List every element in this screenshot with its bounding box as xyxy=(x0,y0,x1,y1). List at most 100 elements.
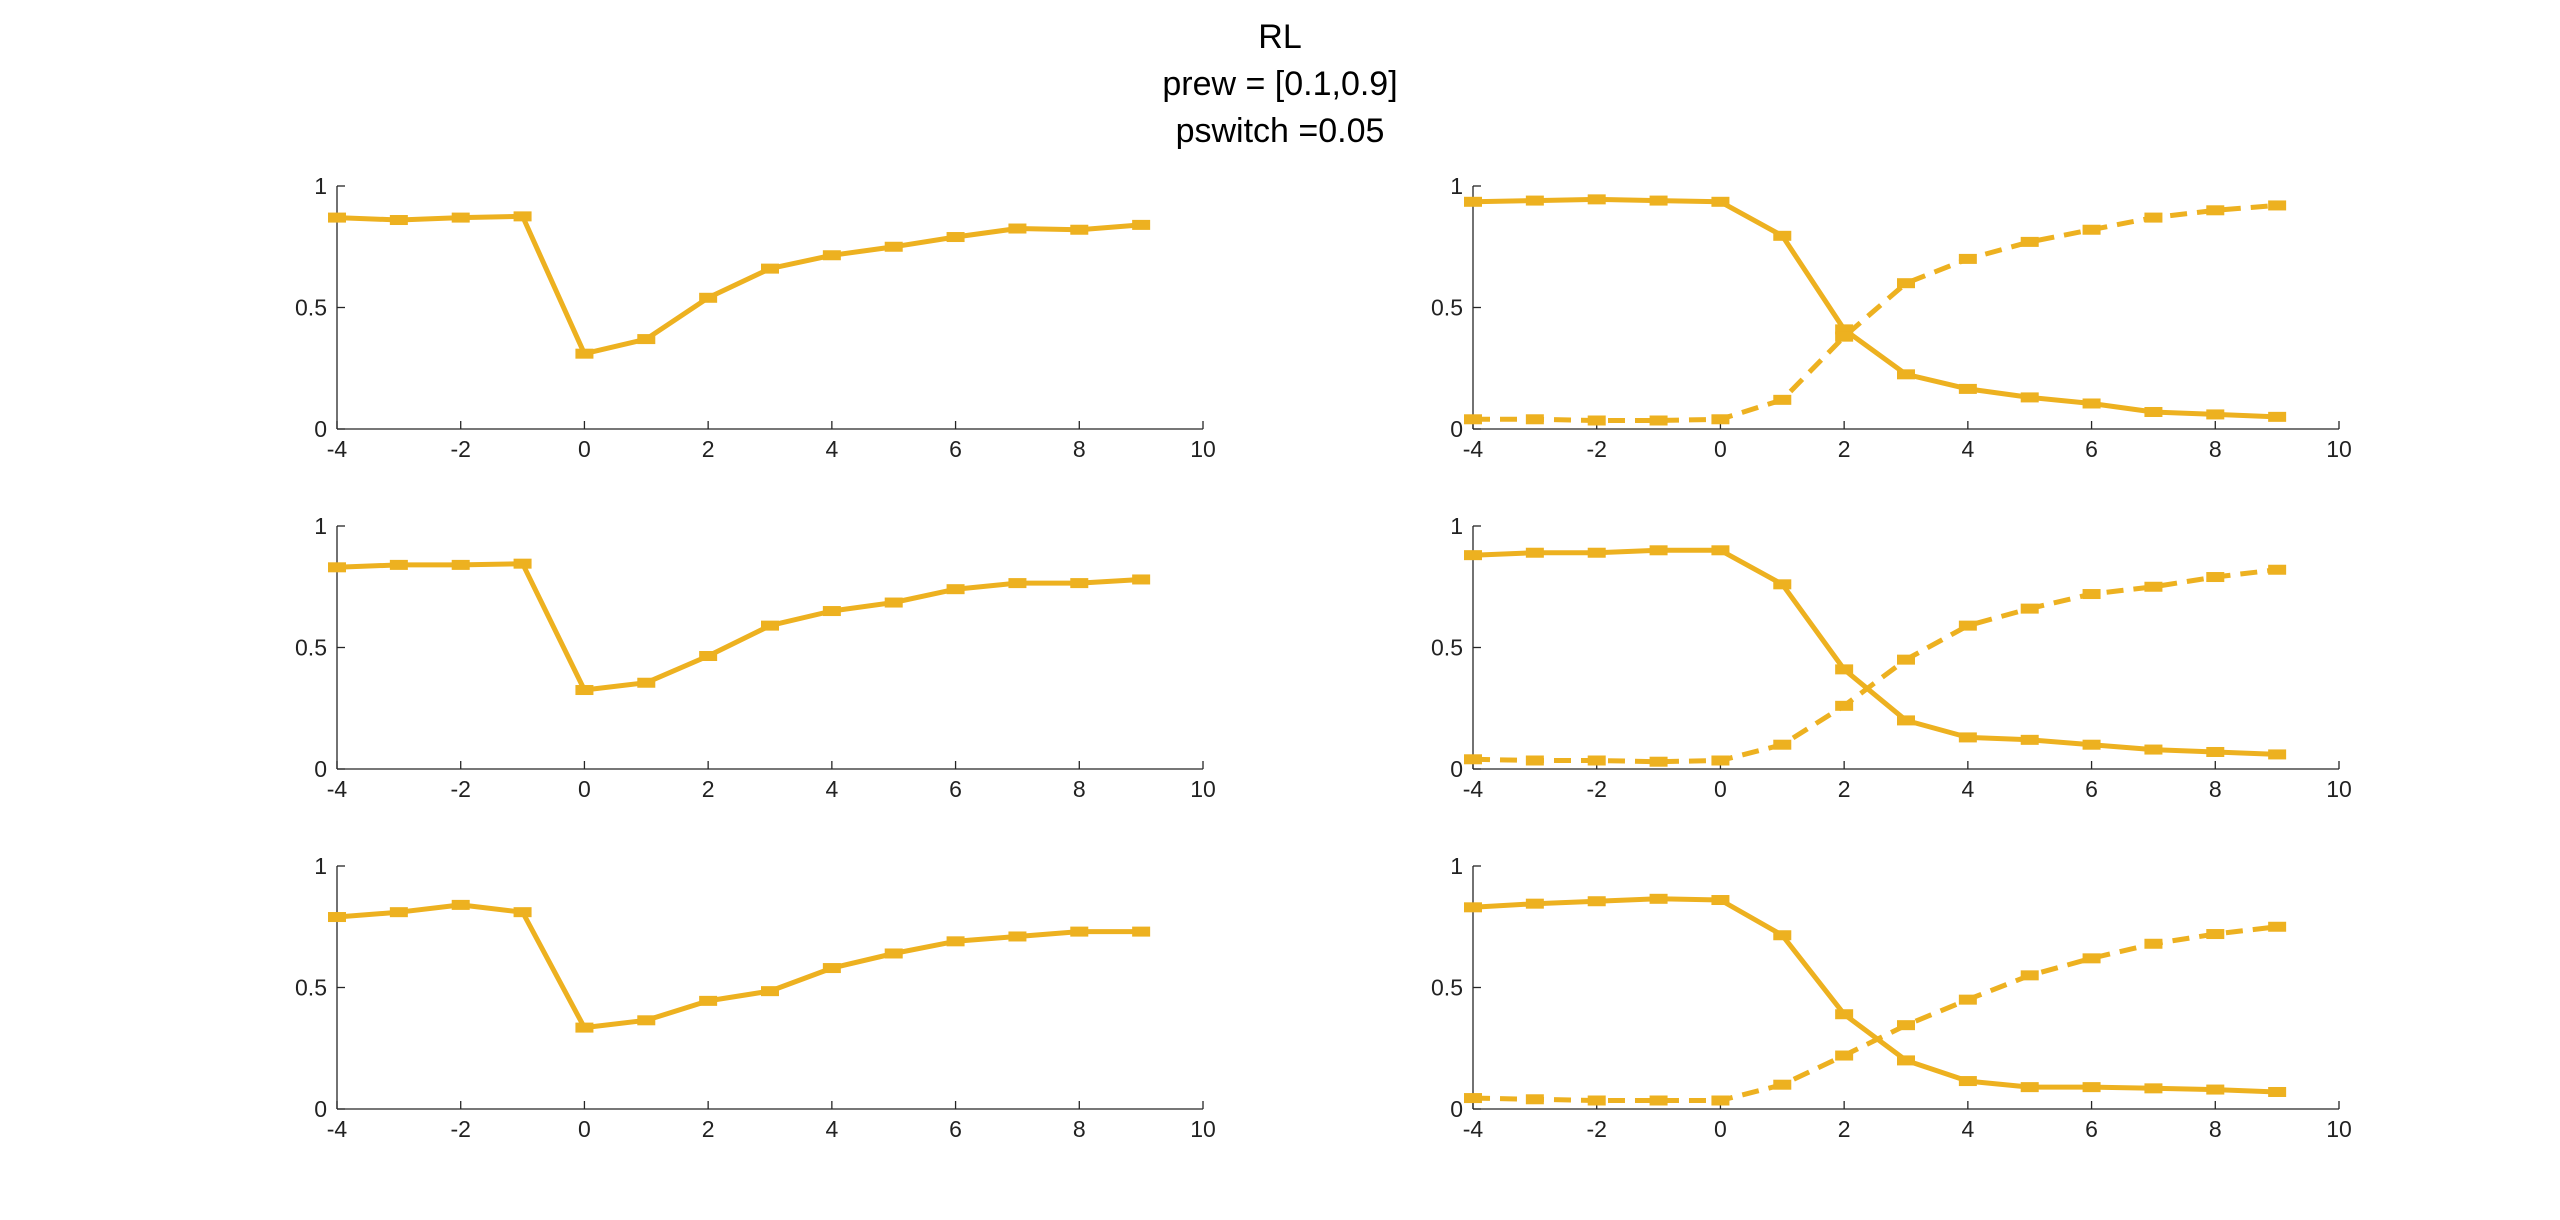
data-point-marker xyxy=(328,562,346,573)
x-tick-label: 4 xyxy=(825,1116,838,1142)
series-line-solid xyxy=(336,213,1142,357)
data-point-marker xyxy=(1525,755,1544,766)
x-tick-label: 0 xyxy=(578,1116,591,1142)
x-tick-label: 6 xyxy=(949,776,962,802)
x-tick-label: 0 xyxy=(1714,436,1727,462)
data-point-marker xyxy=(1835,700,1854,711)
data-point-marker xyxy=(2082,589,2101,600)
data-point-marker xyxy=(2020,970,2039,981)
data-point-marker xyxy=(328,212,346,223)
data-point-marker xyxy=(1897,278,1915,289)
x-tick-label: 0 xyxy=(578,776,591,802)
data-point-marker xyxy=(2144,212,2163,223)
data-point-marker xyxy=(822,250,841,261)
y-tick-label: 1 xyxy=(1450,513,1463,539)
x-tick-label: 10 xyxy=(2326,1116,2352,1142)
data-point-marker xyxy=(2268,749,2287,760)
data-point-marker xyxy=(2082,398,2101,409)
data-point-marker xyxy=(1835,1050,1854,1061)
data-point-marker xyxy=(1525,1094,1544,1105)
y-tick-label: 0 xyxy=(314,1096,327,1122)
series-line-solid xyxy=(336,561,1142,693)
data-point-marker xyxy=(1773,230,1792,241)
data-point-marker xyxy=(1835,331,1854,342)
data-point-marker xyxy=(1711,414,1730,425)
y-tick-label: 1 xyxy=(314,853,327,879)
data-point-marker xyxy=(1464,902,1482,913)
data-point-marker xyxy=(637,677,656,688)
x-tick-label: 4 xyxy=(825,776,838,802)
data-point-marker xyxy=(1464,196,1482,207)
data-point-marker xyxy=(2206,572,2225,583)
data-point-marker xyxy=(1070,926,1089,937)
data-point-marker xyxy=(2206,929,2225,940)
title-line-1: RL xyxy=(1258,18,1302,56)
data-point-marker xyxy=(1587,896,1606,907)
data-point-marker xyxy=(1132,219,1151,230)
data-point-marker xyxy=(1897,369,1915,380)
data-point-marker xyxy=(1773,579,1792,590)
data-point-marker xyxy=(1958,1076,1977,1087)
data-point-marker xyxy=(946,584,965,595)
data-point-marker xyxy=(884,241,903,252)
data-point-marker xyxy=(1525,898,1544,909)
data-point-marker xyxy=(575,348,594,359)
y-tick-label: 0 xyxy=(1450,416,1463,442)
data-point-marker xyxy=(1649,756,1668,767)
data-point-marker xyxy=(1587,1095,1606,1106)
data-point-marker xyxy=(2144,938,2163,949)
data-point-marker xyxy=(2082,739,2101,750)
x-tick-label: 10 xyxy=(1190,776,1216,802)
data-point-marker xyxy=(884,948,903,959)
y-tick-label: 0.5 xyxy=(1431,635,1463,661)
x-tick-label: 2 xyxy=(1838,1116,1851,1142)
data-point-marker xyxy=(699,292,718,303)
data-point-marker xyxy=(575,685,594,696)
data-point-marker xyxy=(1525,195,1544,206)
data-point-marker xyxy=(1587,194,1606,205)
data-point-marker xyxy=(451,559,470,570)
x-tick-label: 4 xyxy=(1961,1116,1974,1142)
x-tick-label: 10 xyxy=(1190,1116,1216,1142)
data-point-marker xyxy=(1649,545,1668,556)
y-tick-label: 0 xyxy=(314,756,327,782)
data-point-marker xyxy=(1897,715,1915,726)
x-tick-label: -4 xyxy=(1463,776,1484,802)
data-point-marker xyxy=(2144,406,2163,417)
x-tick-label: 8 xyxy=(2209,436,2222,462)
data-point-marker xyxy=(1773,1079,1792,1090)
data-point-marker xyxy=(822,606,841,617)
data-point-marker xyxy=(946,232,965,243)
x-tick-label: 8 xyxy=(2209,1116,2222,1142)
data-point-marker xyxy=(1525,414,1544,425)
data-point-marker xyxy=(2206,409,2225,420)
data-point-marker xyxy=(328,912,346,923)
data-point-marker xyxy=(1464,550,1482,561)
data-point-marker xyxy=(1649,195,1668,206)
x-tick-label: -4 xyxy=(1463,1116,1484,1142)
data-point-marker xyxy=(946,936,965,947)
panel-row3-left: -4 -2 0 2 4 6 8 10 0 0.5 1 xyxy=(295,853,1216,1142)
data-point-marker xyxy=(1958,383,1977,394)
y-tick-label: 1 xyxy=(1450,853,1463,879)
data-point-marker xyxy=(2020,1082,2039,1093)
data-point-marker xyxy=(2082,224,2101,235)
x-tick-label: 6 xyxy=(2085,776,2098,802)
data-point-marker xyxy=(389,559,408,570)
x-tick-label: -2 xyxy=(450,1116,470,1142)
x-tick-label: 2 xyxy=(1838,436,1851,462)
data-point-marker xyxy=(1070,224,1089,235)
data-point-marker xyxy=(2020,734,2039,745)
x-tick-label: 10 xyxy=(1190,436,1216,462)
data-point-marker xyxy=(2268,200,2287,211)
data-point-marker xyxy=(2020,603,2039,614)
data-point-marker xyxy=(1525,547,1544,558)
data-point-marker xyxy=(1897,1055,1915,1066)
x-tick-label: -2 xyxy=(450,436,470,462)
data-point-marker xyxy=(884,597,903,608)
data-point-marker xyxy=(2144,1083,2163,1094)
x-tick-label: 0 xyxy=(1714,776,1727,802)
data-point-marker xyxy=(1070,578,1089,589)
x-tick-label: 6 xyxy=(2085,436,2098,462)
x-tick-label: 2 xyxy=(702,436,715,462)
